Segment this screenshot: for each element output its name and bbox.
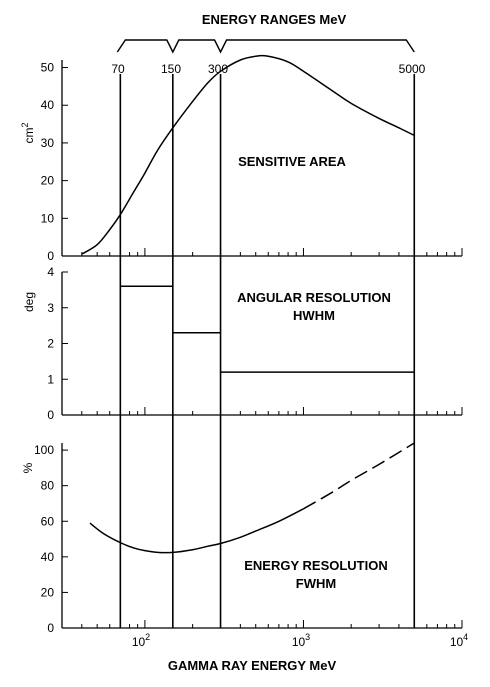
middle-y-tick-label: 0 bbox=[47, 408, 54, 422]
energy-range-lines bbox=[119, 74, 416, 628]
energy-resolution-sub-label: FWHM bbox=[296, 576, 336, 591]
energy-resolution-label: ENERGY RESOLUTION bbox=[244, 558, 388, 573]
x-tick-10000-exp: 4 bbox=[463, 632, 468, 642]
top-y-tick-label: 30 bbox=[41, 136, 55, 150]
top-y-tick-label: 50 bbox=[41, 61, 55, 75]
range-label-150: 150 bbox=[161, 62, 181, 76]
bottom-y-tick-label: 80 bbox=[41, 479, 55, 493]
middle-y-tick-label: 3 bbox=[47, 301, 54, 315]
sensitive-area-curve bbox=[81, 54, 415, 255]
range-label-300: 300 bbox=[208, 62, 228, 76]
bottom-y-tick-label: 40 bbox=[41, 550, 55, 564]
bottom-y-unit: % bbox=[21, 462, 35, 473]
energy-range-brace bbox=[116, 39, 415, 54]
top-y-tick-label: 40 bbox=[41, 98, 55, 112]
energy-ranges-title: ENERGY RANGES MeV bbox=[202, 12, 347, 27]
x-tick-1000-exp: 3 bbox=[305, 632, 310, 642]
range-label-5000: 5000 bbox=[399, 62, 426, 76]
bottom-y-tick-label: 60 bbox=[41, 514, 55, 528]
x-tick-100-exp: 2 bbox=[145, 632, 150, 642]
data-curves bbox=[81, 54, 415, 554]
top-y-tick-label: 20 bbox=[41, 174, 55, 188]
top-y-tick-label: 0 bbox=[47, 249, 54, 263]
energy-resolution-curve-dashed bbox=[303, 442, 415, 510]
top-y-tick-label: 10 bbox=[41, 211, 55, 225]
bottom-y-tick-label: 100 bbox=[34, 443, 54, 457]
x-tick-10000-base: 10 bbox=[450, 635, 464, 649]
bottom-y-tick-label: 20 bbox=[41, 585, 55, 599]
top-y-unit: cm2 bbox=[20, 122, 36, 143]
x-tick-1000-base: 10 bbox=[292, 635, 306, 649]
angular-resolution-sub-label: HWHM bbox=[293, 308, 335, 323]
x-tick-label-1000: 103 bbox=[292, 632, 310, 649]
x-axis-title: GAMMA RAY ENERGY MeV bbox=[168, 658, 337, 673]
panel-frames bbox=[61, 60, 462, 629]
top-y-unit-exp: 2 bbox=[20, 122, 30, 127]
x-tick-100-base: 10 bbox=[132, 635, 146, 649]
x-tick-label-100: 102 bbox=[132, 632, 150, 649]
energy-range-brace-path bbox=[116, 39, 415, 54]
middle-y-tick-label: 1 bbox=[47, 372, 54, 386]
range-label-70: 70 bbox=[111, 62, 125, 76]
x-tick-label-10000: 104 bbox=[450, 632, 468, 649]
energy-resolution-curve-solid bbox=[89, 508, 304, 554]
bottom-y-tick-label: 0 bbox=[47, 621, 54, 635]
angular-resolution-label: ANGULAR RESOLUTION bbox=[237, 290, 391, 305]
top-y-unit-base: cm bbox=[22, 128, 36, 144]
middle-y-unit: deg bbox=[22, 292, 36, 312]
middle-y-tick-label: 4 bbox=[47, 265, 54, 279]
middle-y-tick-label: 2 bbox=[47, 337, 54, 351]
sensitive-area-label: SENSITIVE AREA bbox=[238, 154, 346, 169]
